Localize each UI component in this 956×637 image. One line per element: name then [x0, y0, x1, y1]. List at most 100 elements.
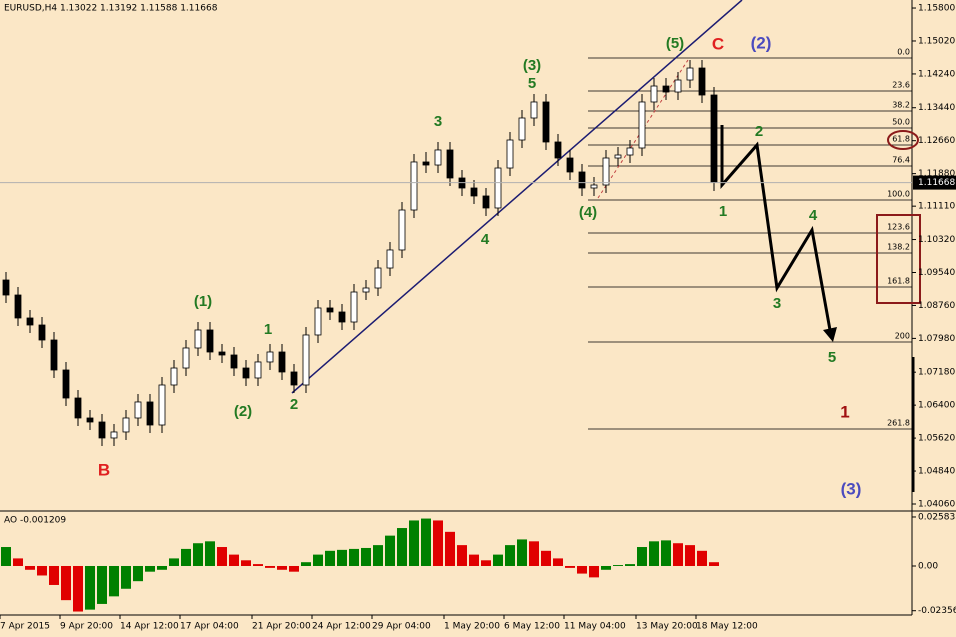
y-tick-label: 1.07980 [918, 334, 955, 344]
bar [685, 545, 695, 566]
bar [445, 531, 455, 566]
bar [181, 548, 191, 566]
bar [121, 565, 131, 589]
bar [661, 540, 671, 566]
candle-body [62, 369, 70, 399]
candle-body [194, 329, 202, 349]
candle-body [218, 351, 226, 356]
wave-label: 3 [434, 113, 442, 130]
wave-label: 2 [755, 123, 763, 140]
x-tick-label: 13 May 20:00 [636, 622, 698, 632]
x-tick-label: 6 May 12:00 [504, 622, 560, 632]
candle-body [662, 85, 670, 93]
bar [49, 565, 59, 585]
bar [613, 565, 623, 566]
candle-body [50, 339, 58, 371]
fib-label: 76.4 [892, 155, 910, 164]
candle-body [698, 67, 706, 96]
x-tick-label: 17 Apr 04:00 [180, 622, 239, 632]
candle-body [674, 79, 682, 93]
wave-label: (3) [841, 479, 862, 498]
bar [13, 558, 23, 566]
candle-body [422, 161, 430, 166]
bar [481, 560, 491, 566]
wave-label: (1) [194, 293, 212, 310]
fib-label: 138.2 [887, 242, 910, 251]
candle-body [182, 347, 190, 369]
candle-body [98, 421, 106, 439]
x-tick-label: 18 May 12:00 [696, 622, 758, 632]
bar [349, 548, 359, 566]
wave-label: (4) [579, 204, 597, 221]
candle-body [230, 354, 238, 369]
bar [217, 547, 227, 566]
wave-label: 4 [481, 231, 490, 248]
bar [289, 565, 299, 572]
candle-body [650, 85, 658, 103]
wave-label: (2) [234, 403, 252, 420]
candle-body [470, 187, 478, 197]
wave-label: 5 [528, 75, 536, 92]
indicator-title: AO -0.001209 [4, 516, 66, 526]
bar [85, 565, 95, 610]
target-box [876, 214, 921, 304]
y-tick-label: 1.11110 [918, 202, 955, 212]
bar [421, 518, 431, 566]
candle-body [146, 401, 154, 426]
candle-body [686, 67, 694, 81]
y-tick-label: 1.11880 [918, 169, 955, 179]
wave-label: 5 [828, 349, 836, 366]
y-tick-label: 1.09540 [918, 268, 955, 278]
bar [241, 560, 251, 566]
bar [385, 535, 395, 566]
bar [697, 550, 707, 566]
candle-body [38, 324, 46, 341]
wave-label: 3 [773, 295, 781, 312]
candle-body [494, 167, 502, 209]
x-tick-label: 14 Apr 12:00 [120, 622, 179, 632]
fib-highlight [887, 130, 919, 150]
candle-body [266, 351, 274, 363]
candle-body [446, 149, 454, 179]
bar [1, 547, 11, 566]
candle-body [506, 139, 514, 169]
x-tick-label: 21 Apr 20:00 [252, 622, 311, 632]
fib-label: 23.6 [892, 80, 910, 89]
bar [73, 565, 83, 612]
bar [709, 562, 719, 566]
candle-body [302, 334, 310, 386]
bar [193, 543, 203, 566]
wave-label: 1 [840, 402, 849, 421]
y-tick-label: 1.04060 [918, 500, 955, 510]
x-tick-label: 29 Apr 04:00 [372, 622, 431, 632]
fib-label: 50.0 [892, 118, 910, 127]
candle-body [170, 367, 178, 386]
y-tick-label: 0.00 [918, 561, 938, 571]
y-tick-label: 1.08760 [918, 301, 955, 311]
bar [25, 565, 35, 570]
candle-body [566, 157, 574, 173]
bar [457, 545, 467, 566]
candle-body [290, 371, 298, 386]
candle-body [554, 141, 562, 159]
y-tick-label: 1.05620 [918, 434, 955, 444]
candle-body [242, 367, 250, 379]
y-tick-label: 0.025833 [918, 512, 956, 522]
bar [373, 545, 383, 566]
fib-label: 38.2 [892, 100, 910, 109]
wave-label: (2) [751, 33, 772, 52]
wave-label: 4 [809, 207, 818, 224]
candle-body [482, 195, 490, 209]
bar [301, 562, 311, 566]
bar [229, 554, 239, 566]
fib-label: 100.0 [887, 189, 910, 198]
y-tick-label: 1.10320 [918, 235, 955, 245]
bar [541, 550, 551, 566]
candle-body [578, 171, 586, 189]
bar [313, 554, 323, 566]
bar [637, 547, 647, 566]
bar [397, 528, 407, 566]
candle-body [710, 94, 718, 183]
bar [553, 558, 563, 566]
